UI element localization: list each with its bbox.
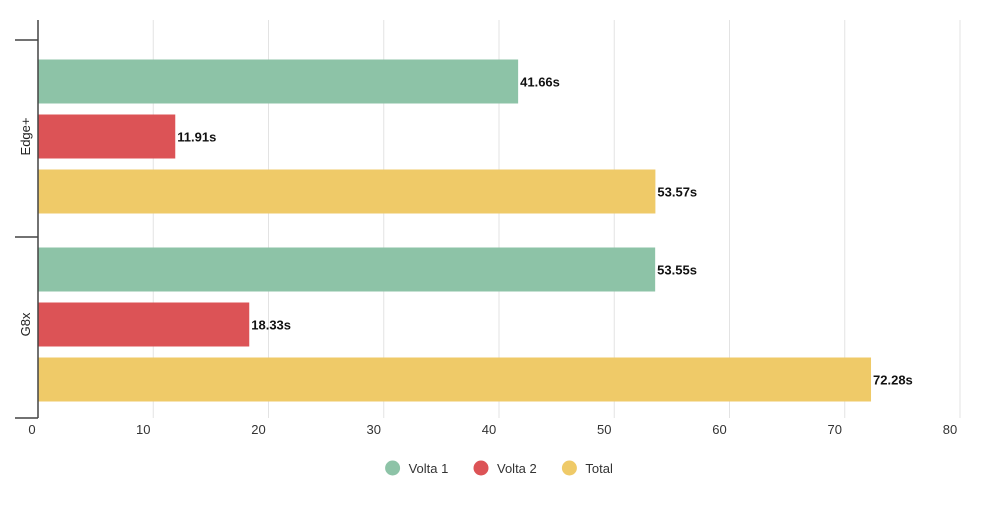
axes (15, 20, 39, 419)
x-tick-label: 10 (136, 422, 150, 437)
bar (38, 247, 656, 292)
bar (38, 59, 519, 104)
data-label: 18.33s (251, 318, 291, 333)
category-label: G8x (18, 312, 33, 336)
bar (38, 357, 872, 402)
bar (38, 114, 176, 159)
data-label: 41.66s (520, 75, 560, 90)
legend: Volta 1 Volta 2 Total (385, 460, 613, 476)
data-label: 53.57s (657, 185, 697, 200)
legend-swatch (385, 460, 401, 476)
data-label: 53.55s (657, 263, 697, 278)
x-tick-label: 50 (597, 422, 611, 437)
x-tick-label: 20 (251, 422, 265, 437)
legend-label: Volta 2 (497, 461, 537, 476)
x-tick-label: 0 (28, 422, 35, 437)
bar (38, 302, 250, 347)
category-label: Edge+ (18, 118, 33, 156)
legend-label: Total (585, 461, 613, 476)
x-tick-label: 40 (482, 422, 496, 437)
labels: 0 10 20 30 40 50 60 70 80 Edge+ 41.66s 11.91s 53.57s… (18, 75, 957, 438)
legend-swatch (473, 460, 489, 476)
bar (38, 169, 656, 214)
x-tick-label: 80 (943, 422, 957, 437)
data-label: 72.28s (873, 373, 913, 388)
legend-swatch (561, 460, 577, 476)
bars (38, 59, 872, 402)
data-label: 11.91s (177, 130, 216, 145)
x-tick-label: 30 (367, 422, 381, 437)
x-tick-label: 70 (828, 422, 842, 437)
legend-label: Volta 1 (409, 461, 449, 476)
x-tick-label: 60 (712, 422, 726, 437)
